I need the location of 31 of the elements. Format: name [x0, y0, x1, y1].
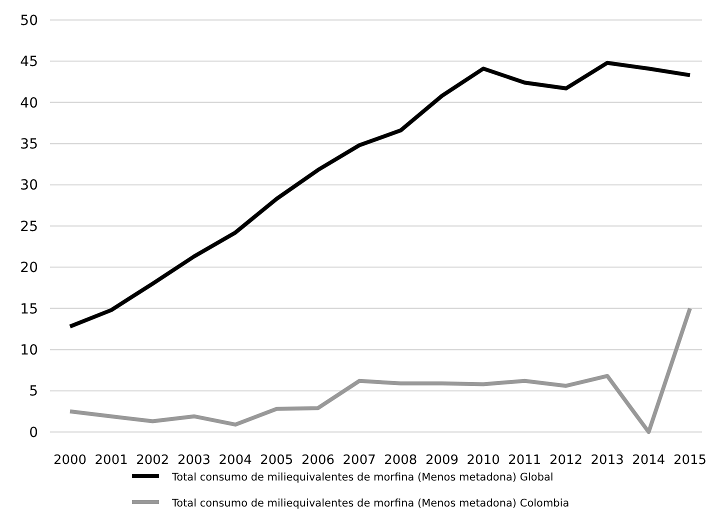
x-tick-label: 2015	[673, 453, 707, 468]
y-tick-label: 20	[20, 260, 38, 276]
x-tick-label: 2011	[508, 453, 542, 468]
x-tick-label: 2009	[425, 453, 459, 468]
x-tick-label: 2001	[94, 453, 128, 468]
x-tick-label: 2010	[466, 453, 500, 468]
y-tick-label: 5	[29, 384, 38, 400]
x-tick-label: 2008	[384, 453, 418, 468]
y-tick-label: 40	[20, 95, 38, 112]
y-tick-label: 15	[20, 301, 38, 318]
x-tick-label: 2005	[260, 453, 294, 468]
x-tick-label: 2004	[218, 453, 252, 468]
x-tick-label: 2014	[632, 453, 666, 468]
y-tick-label: 25	[20, 218, 38, 235]
y-tick-label: 30	[20, 178, 38, 194]
line-series	[68, 60, 692, 329]
y-tick-label: 10	[20, 342, 38, 358]
y-tick-label: 45	[20, 54, 38, 70]
x-tick-label: 2006	[301, 453, 335, 468]
y-tick-label: 50	[20, 12, 38, 29]
x-tick-label: 2000	[53, 453, 87, 468]
y-tick-label: 35	[20, 136, 38, 152]
x-tick-label: 2013	[590, 453, 624, 468]
x-tick-label: 2012	[549, 453, 583, 468]
x-tick-label: 2003	[177, 453, 211, 468]
line-series	[68, 306, 692, 434]
legend-label: Total consumo de miliequivalentes de morfina (Menos metadona) Colombia	[171, 498, 570, 510]
x-tick-label: 2002	[136, 453, 170, 468]
x-tick-label: 2007	[342, 453, 376, 468]
legend-label: Total consumo de miliequivalentes de morfina (Menos metadona) Global	[171, 472, 554, 484]
y-tick-label: 0	[29, 424, 38, 441]
